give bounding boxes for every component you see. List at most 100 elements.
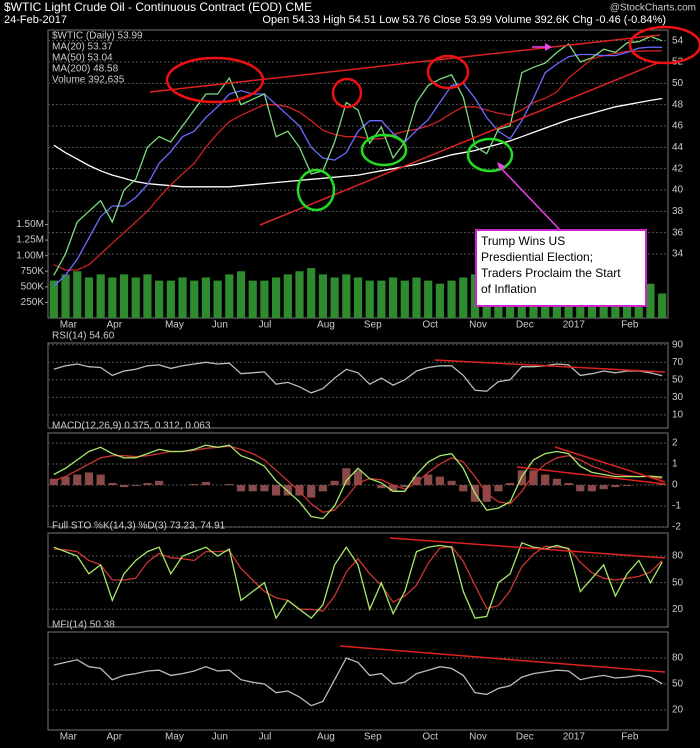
- bar: [494, 485, 503, 492]
- arrow-head: [545, 43, 552, 51]
- x-tick-label: Aug: [317, 732, 335, 743]
- bar: [435, 283, 444, 318]
- y-tick-label: 40: [672, 185, 684, 196]
- legend-entry: MA(200) 48.58: [52, 64, 119, 75]
- bar: [459, 277, 468, 318]
- annotation-text: Traders Proclaim the Start: [481, 266, 621, 280]
- panel-title: MACD(12,26,9) 0.375, 0.312, 0.063: [52, 421, 211, 432]
- trendline: [149, 34, 661, 93]
- bar: [225, 274, 234, 318]
- annotation-text: Presdiential Election;: [481, 250, 593, 264]
- line: [53, 50, 663, 271]
- trendline: [554, 446, 666, 483]
- bar: [353, 470, 363, 486]
- line: [53, 445, 663, 513]
- line: [53, 657, 663, 707]
- bar: [564, 482, 573, 486]
- y2-tick-label: 500K: [21, 281, 45, 292]
- panel: [47, 532, 669, 628]
- x-tick-label: Sep: [364, 732, 382, 743]
- bar: [342, 274, 351, 318]
- x-tick-label: May: [165, 320, 184, 331]
- bar: [213, 280, 222, 318]
- y-tick-label: -1: [672, 501, 681, 512]
- bar: [447, 480, 456, 486]
- circle: [360, 133, 408, 167]
- x-tick-label: Nov: [469, 732, 487, 743]
- x-tick-label: Feb: [621, 732, 639, 743]
- y-tick-label: 80: [672, 551, 684, 562]
- legend-entry: MA(20) 53.37: [52, 42, 113, 53]
- bar: [505, 482, 515, 486]
- y-tick-label: 48: [672, 99, 684, 110]
- y2-tick-label: 1.00M: [16, 250, 44, 261]
- bar: [201, 277, 211, 318]
- line: [53, 444, 663, 520]
- bar: [576, 485, 585, 492]
- x-tick-label: Apr: [106, 320, 122, 331]
- bar: [131, 485, 140, 487]
- bar: [412, 476, 421, 486]
- legend-entry: $WTIC (Daily) 53.99: [52, 31, 143, 42]
- y-tick-label: 2: [672, 438, 678, 449]
- bar: [225, 483, 234, 486]
- bar: [459, 485, 468, 492]
- circle: [628, 25, 700, 65]
- source: @StockCharts.com: [610, 3, 696, 14]
- bar: [143, 274, 152, 318]
- bar: [587, 485, 597, 492]
- x-tick-label: Feb: [621, 320, 639, 331]
- bar: [330, 480, 339, 486]
- bar: [400, 280, 409, 318]
- y-tick-label: 80: [672, 653, 684, 664]
- bar: [201, 481, 211, 486]
- bar: [272, 277, 281, 318]
- circle: [296, 168, 336, 212]
- bar: [658, 293, 667, 318]
- bar: [84, 472, 94, 486]
- x-tick-label: Nov: [469, 320, 487, 331]
- bar: [61, 476, 70, 486]
- bar: [412, 277, 421, 318]
- bar: [529, 470, 538, 486]
- trendline: [434, 359, 666, 373]
- y-tick-label: 1: [672, 459, 678, 470]
- circle: [331, 77, 363, 109]
- bar: [248, 280, 257, 318]
- y-tick-label: 36: [672, 227, 684, 238]
- bar: [622, 485, 632, 487]
- bar: [295, 485, 304, 496]
- x-tick-label: Oct: [422, 732, 438, 743]
- bar: [470, 274, 480, 318]
- bar: [447, 280, 456, 318]
- panel-title: RSI(14) 54.60: [52, 331, 115, 342]
- panel: [47, 631, 669, 731]
- bar: [260, 280, 269, 318]
- x-tick-label: May: [165, 732, 184, 743]
- arrow-head: [497, 162, 505, 171]
- y-tick-label: 50: [672, 374, 684, 385]
- bar: [424, 474, 433, 486]
- y-tick-label: 10: [672, 409, 684, 420]
- y-tick-label: 44: [672, 142, 684, 153]
- annotations: Trump Wins US Presdiential Election; Tra…: [149, 25, 700, 673]
- bar: [143, 482, 152, 486]
- bar: [73, 474, 82, 486]
- x-tick-label: Aug: [317, 320, 335, 331]
- line: [53, 35, 663, 276]
- bar: [96, 274, 105, 318]
- bar: [424, 280, 433, 318]
- bar: [365, 280, 374, 318]
- annotation-text: Trump Wins US: [481, 234, 565, 248]
- y2-tick-label: 750K: [21, 266, 45, 277]
- line: [53, 46, 663, 287]
- y-tick-label: 90: [672, 339, 684, 350]
- bar: [400, 485, 409, 488]
- y-tick-label: 30: [672, 392, 684, 403]
- y-tick-label: 50: [672, 78, 684, 89]
- bar: [318, 485, 327, 492]
- y2-tick-label: 1.50M: [16, 219, 44, 230]
- annotation-box: [475, 229, 647, 307]
- y-tick-label: 0: [672, 480, 678, 491]
